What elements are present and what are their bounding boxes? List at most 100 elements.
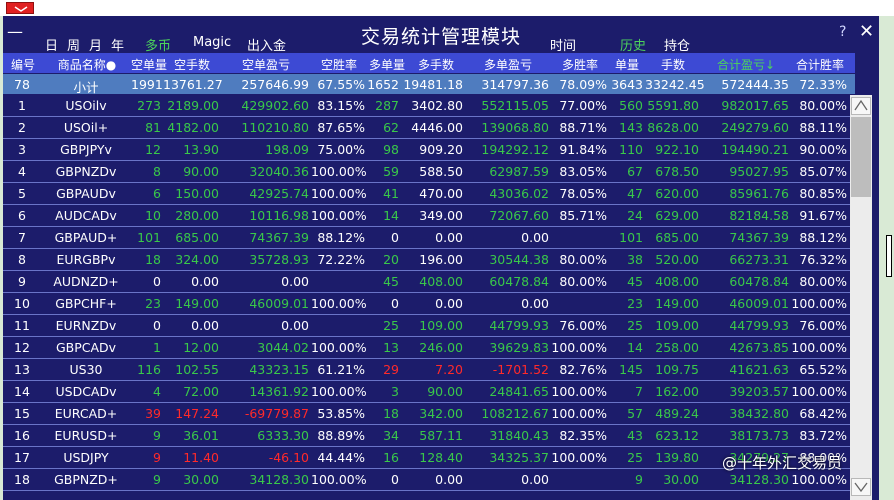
scroll-thumb[interactable]	[851, 117, 871, 197]
filter-day-button[interactable]: 日	[45, 39, 59, 54]
trade-stats-panel: — 交易统计管理模块 ? ✕ 日 周 月 年 多币 Magic 出入金 时间 历…	[3, 16, 879, 500]
header-total-count[interactable]: 单量	[614, 58, 639, 72]
cell-total-winrate: 100.00%	[791, 340, 847, 355]
cell-total-winrate: 100.00%	[791, 472, 847, 487]
table-row[interactable]: 4 GBPNZDv 8 90.00 32040.36 100.00% 59 588.50 629…	[3, 161, 855, 183]
cell-short-count: 0	[153, 274, 161, 289]
cell-long-winrate: 82.35%	[559, 428, 607, 443]
cell-short-lots: 324.00	[175, 252, 219, 267]
table-row[interactable]: 13 US30 116 102.55 43323.15 61.21% 29 7.20 -1701…	[3, 359, 855, 381]
table-row[interactable]: 2 USOil+ 81 4182.00 110210.80 87.65% 62 4446.00…	[3, 117, 855, 139]
cell-total-lots: 620.00	[655, 186, 699, 201]
summary-symbol: 小计	[73, 80, 99, 95]
cell-no: 16	[14, 428, 30, 443]
filter-year-button[interactable]: 年	[111, 39, 125, 54]
header-no[interactable]: 编号	[10, 58, 35, 72]
help-icon[interactable]: ?	[839, 24, 847, 40]
holding-tab[interactable]: 持仓	[664, 39, 691, 54]
cell-long-pnl: 0.00	[521, 296, 549, 311]
cell-symbol: GBPAUDv	[56, 186, 116, 201]
cell-short-winrate: 75.00%	[317, 142, 365, 157]
cell-short-count: 39	[145, 406, 161, 421]
header-long-pnl[interactable]: 多单盈亏	[483, 58, 532, 72]
cell-total-winrate: 80.00%	[799, 274, 847, 289]
cell-long-count: 34	[383, 428, 399, 443]
header-symbol[interactable]: 商品名称●	[57, 58, 117, 72]
table-header: 编号 商品名称● 空单量 空手数 空单盈亏 空胜率 多单量 多手数 多单盈亏 多胜率 单量 手数 合计盈…	[3, 53, 855, 73]
filter-week-button[interactable]: 周	[67, 39, 81, 54]
header-short-pnl[interactable]: 空单盈亏	[241, 58, 290, 72]
header-short-winrate[interactable]: 空胜率	[320, 58, 357, 72]
cell-total-count: 9	[635, 472, 643, 487]
table-row[interactable]: 10 GBPCHF+ 23 149.00 46009.01 100.00% 0 0.00 0.0…	[3, 293, 855, 315]
cell-no: 3	[18, 142, 26, 157]
table-row[interactable]: 15 EURCAD+ 39 147.24 -69779.87 53.85% 18 342.00…	[3, 403, 855, 425]
cell-total-pnl: 82184.58	[729, 208, 789, 223]
header-long-count[interactable]: 多单量	[368, 58, 405, 72]
cell-total-winrate: 88.00%	[799, 450, 847, 465]
table-row[interactable]: 14 USDCADv 4 72.00 14361.92 100.00% 3 90.00 2484…	[3, 381, 855, 403]
cell-long-lots: 4446.00	[411, 120, 463, 135]
cell-long-pnl: 552115.05	[481, 98, 549, 113]
summary-total-lots: 33242.45	[645, 77, 705, 92]
cell-long-winrate: 80.00%	[559, 252, 607, 267]
filter-month-button[interactable]: 月	[89, 39, 103, 54]
table-row[interactable]: 18 GBPNZD+ 9 30.00 34128.30 100.00% 0 0.00 0.00 9…	[3, 469, 855, 491]
cell-symbol: AUDCADv	[55, 208, 117, 223]
scroll-down-button[interactable]	[851, 478, 871, 496]
cell-total-pnl: 60478.84	[729, 274, 789, 289]
cell-total-pnl: 34128.30	[729, 472, 789, 487]
cell-total-pnl: 41621.63	[729, 362, 789, 377]
cell-short-count: 10	[145, 208, 161, 223]
header-long-winrate[interactable]: 多胜率	[561, 58, 598, 72]
table-row[interactable]: 16 EURUSD+ 9 36.01 6333.30 88.89% 34 587.11 3184…	[3, 425, 855, 447]
table-row[interactable]: 8 EURGBPv 18 324.00 35728.93 72.22% 20 196.00 30…	[3, 249, 855, 271]
cell-short-winrate: 100.00%	[311, 208, 367, 223]
cell-total-lots: 623.12	[655, 428, 699, 443]
header-short-lots[interactable]: 空手数	[173, 58, 210, 72]
history-tab[interactable]: 历史	[620, 39, 647, 54]
table-row[interactable]: 3 GBPJPYv 12 13.90 198.09 75.00% 98 909.20 19429…	[3, 139, 855, 161]
header-total-winrate[interactable]: 合计胜率	[795, 58, 844, 72]
header-long-lots[interactable]: 多手数	[417, 58, 454, 72]
cell-no: 7	[18, 230, 26, 245]
table-row[interactable]: 5 GBPAUDv 6 150.00 42925.74 100.00% 41 470.00 43…	[3, 183, 855, 205]
cell-long-lots: 7.20	[435, 362, 463, 377]
cell-short-count: 8	[153, 164, 161, 179]
header-total-lots[interactable]: 手数	[660, 58, 685, 72]
magic-button[interactable]: Magic	[193, 35, 232, 50]
cell-long-count: 25	[383, 318, 399, 333]
time-button[interactable]: 时间	[550, 39, 577, 54]
vertical-scrollbar[interactable]	[850, 95, 872, 500]
cell-total-count: 143	[619, 120, 643, 135]
multi-currency-button[interactable]: 多币	[145, 39, 172, 54]
panel-title: 交易统计管理模块	[360, 26, 521, 48]
table-row[interactable]: 9 AUDNZD+ 0 0.00 0.00 45 408.00 60478.84 80.00% 4…	[3, 271, 855, 293]
table-row[interactable]: 6 AUDCADv 10 280.00 10116.98 100.00% 14 349.00 7…	[3, 205, 855, 227]
header-short-count[interactable]: 空单量	[131, 58, 168, 72]
cell-long-count: 45	[383, 274, 399, 289]
minimize-button[interactable]: —	[7, 22, 23, 41]
deposit-withdraw-button[interactable]: 出入金	[247, 39, 287, 54]
cell-long-pnl: 24841.65	[489, 384, 549, 399]
cell-long-lots: 587.11	[419, 428, 463, 443]
scroll-up-button[interactable]	[851, 97, 871, 115]
cell-long-winrate: 80.00%	[559, 274, 607, 289]
table-row[interactable]: 1 USOilv 273 2189.00 429902.60 83.15% 287 3402.…	[3, 95, 855, 117]
cell-short-count: 9	[153, 472, 161, 487]
cell-short-winrate: 53.85%	[317, 406, 365, 421]
chart-menu-button[interactable]	[6, 2, 34, 14]
table-row[interactable]: 7 GBPAUD+ 101 685.00 74367.39 88.12% 0 0.00 0.00…	[3, 227, 855, 249]
table-row[interactable]: 11 EURNZDv 0 0.00 0.00 25 109.00 44799.93 76.00%…	[3, 315, 855, 337]
close-button[interactable]: ✕	[859, 21, 875, 42]
summary-short-count: 1991	[131, 77, 163, 92]
cell-no: 2	[18, 120, 26, 135]
cell-long-winrate: 100.00%	[551, 340, 607, 355]
cell-short-count: 18	[145, 252, 161, 267]
table-row[interactable]: 17 USDJPY 9 11.40 -46.10 44.44% 16 128.40 34325.…	[3, 447, 855, 469]
cell-total-lots: 109.75	[655, 362, 699, 377]
cell-short-count: 6	[153, 186, 161, 201]
header-total-pnl[interactable]: 合计盈亏↓	[716, 58, 776, 72]
cell-long-pnl: 31840.43	[489, 428, 549, 443]
table-row[interactable]: 12 GBPCADv 1 12.00 3044.02 100.00% 13 246.00 396…	[3, 337, 855, 359]
